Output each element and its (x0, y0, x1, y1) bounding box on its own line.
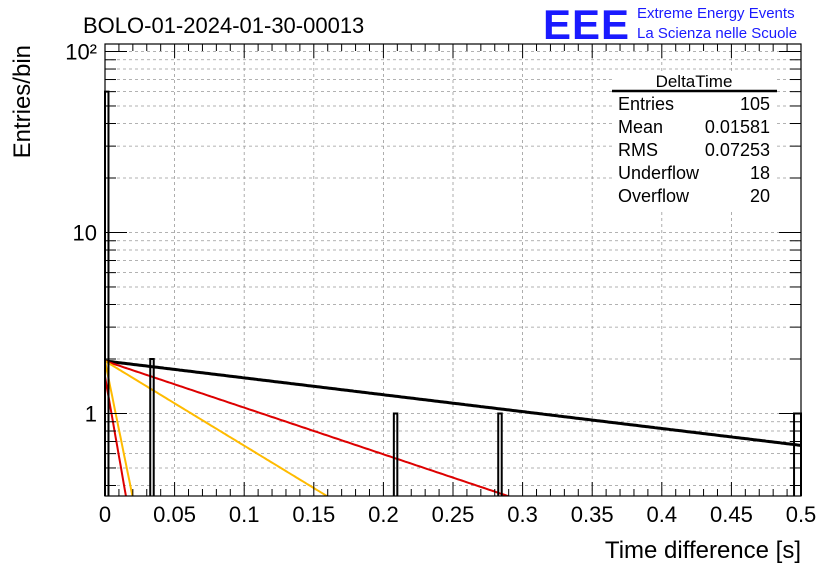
x-tick-label: 0.1 (229, 502, 260, 527)
stats-label: Mean (618, 117, 663, 137)
stats-label: Entries (618, 94, 674, 114)
x-tick-label: 0.45 (710, 502, 753, 527)
y-tick-label: 10 (73, 220, 97, 245)
histogram-bar (392, 412, 399, 496)
x-tick-label: 0.05 (153, 502, 196, 527)
eee-logo-line1: Extreme Energy Events (637, 5, 795, 22)
fit-curve (105, 360, 134, 496)
stats-label: Overflow (618, 186, 690, 206)
histogram-bar (149, 357, 155, 496)
stats-label: RMS (618, 140, 658, 160)
y-axis-label: Entries/bin (9, 45, 36, 158)
x-tick-label: 0.15 (292, 502, 335, 527)
fit-curve (105, 359, 801, 447)
stats-rows: Entries 105 Mean 0.01581 RMS 0.07253Underflow… (618, 94, 770, 206)
x-tick-label: 0.3 (507, 502, 538, 527)
x-tick-label: 0.5 (786, 502, 817, 527)
fit-curve (105, 360, 511, 496)
x-tick-label: 0.2 (368, 502, 399, 527)
x-tick-label: 0.35 (571, 502, 614, 527)
fit-curve (105, 360, 329, 496)
stats-label: Underflow (618, 163, 700, 183)
axis-ticks: 0 0.05 0.1 0.15 0.2 0.25 0.3 0.35 0.4 0.45 0.5 1 10 1… (65, 39, 816, 527)
eee-logo-letters: EEE (543, 1, 630, 48)
stats-value: 0.01581 (705, 117, 770, 137)
stats-value: 18 (750, 163, 770, 183)
y-tick-label: 10² (65, 39, 97, 64)
eee-logo-line2: La Scienza nelle Scuole (637, 25, 797, 42)
y-tick-label: 1 (85, 401, 97, 426)
eee-logo: EEE Extreme Energy Events La Scienza nel… (543, 1, 797, 48)
x-tick-label: 0 (99, 502, 111, 527)
x-tick-label: 0.4 (647, 502, 678, 527)
x-axis-label: Time difference [s] (605, 537, 801, 564)
histogram-bar (497, 412, 503, 496)
histogram-bar (793, 412, 802, 496)
stats-box: DeltaTime Entries 105 Mean 0.01581 RMS 0.0725… (612, 72, 777, 210)
stats-value: 105 (740, 94, 770, 114)
stats-value: 20 (750, 186, 770, 206)
run-title: BOLO-01-2024-01-30-00013 (83, 13, 364, 38)
fit-curves (105, 359, 801, 496)
stats-value: 0.07253 (705, 140, 770, 160)
stats-title: DeltaTime (656, 72, 733, 91)
x-tick-label: 0.25 (432, 502, 475, 527)
stats-box-background (612, 72, 777, 210)
